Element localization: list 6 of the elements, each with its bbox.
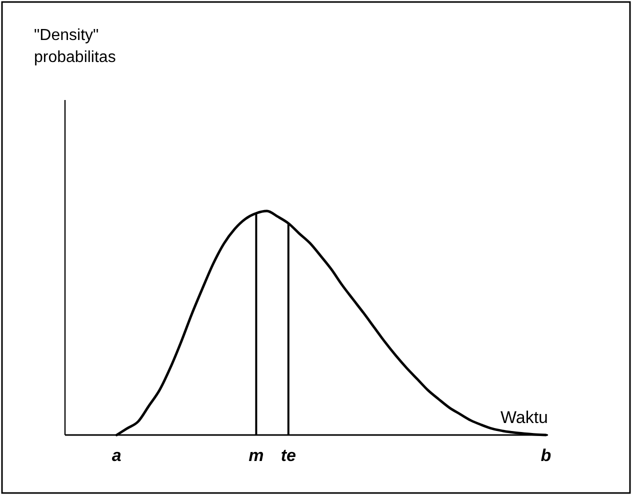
x-tick-label: m [248, 446, 264, 465]
x-tick-label: a [112, 446, 122, 465]
text: "Density" probabilitas [34, 27, 116, 66]
x-tick-label: b [540, 446, 552, 465]
x-axis-title: Waktu [500, 408, 548, 427]
x-tick-label: te [280, 446, 296, 465]
